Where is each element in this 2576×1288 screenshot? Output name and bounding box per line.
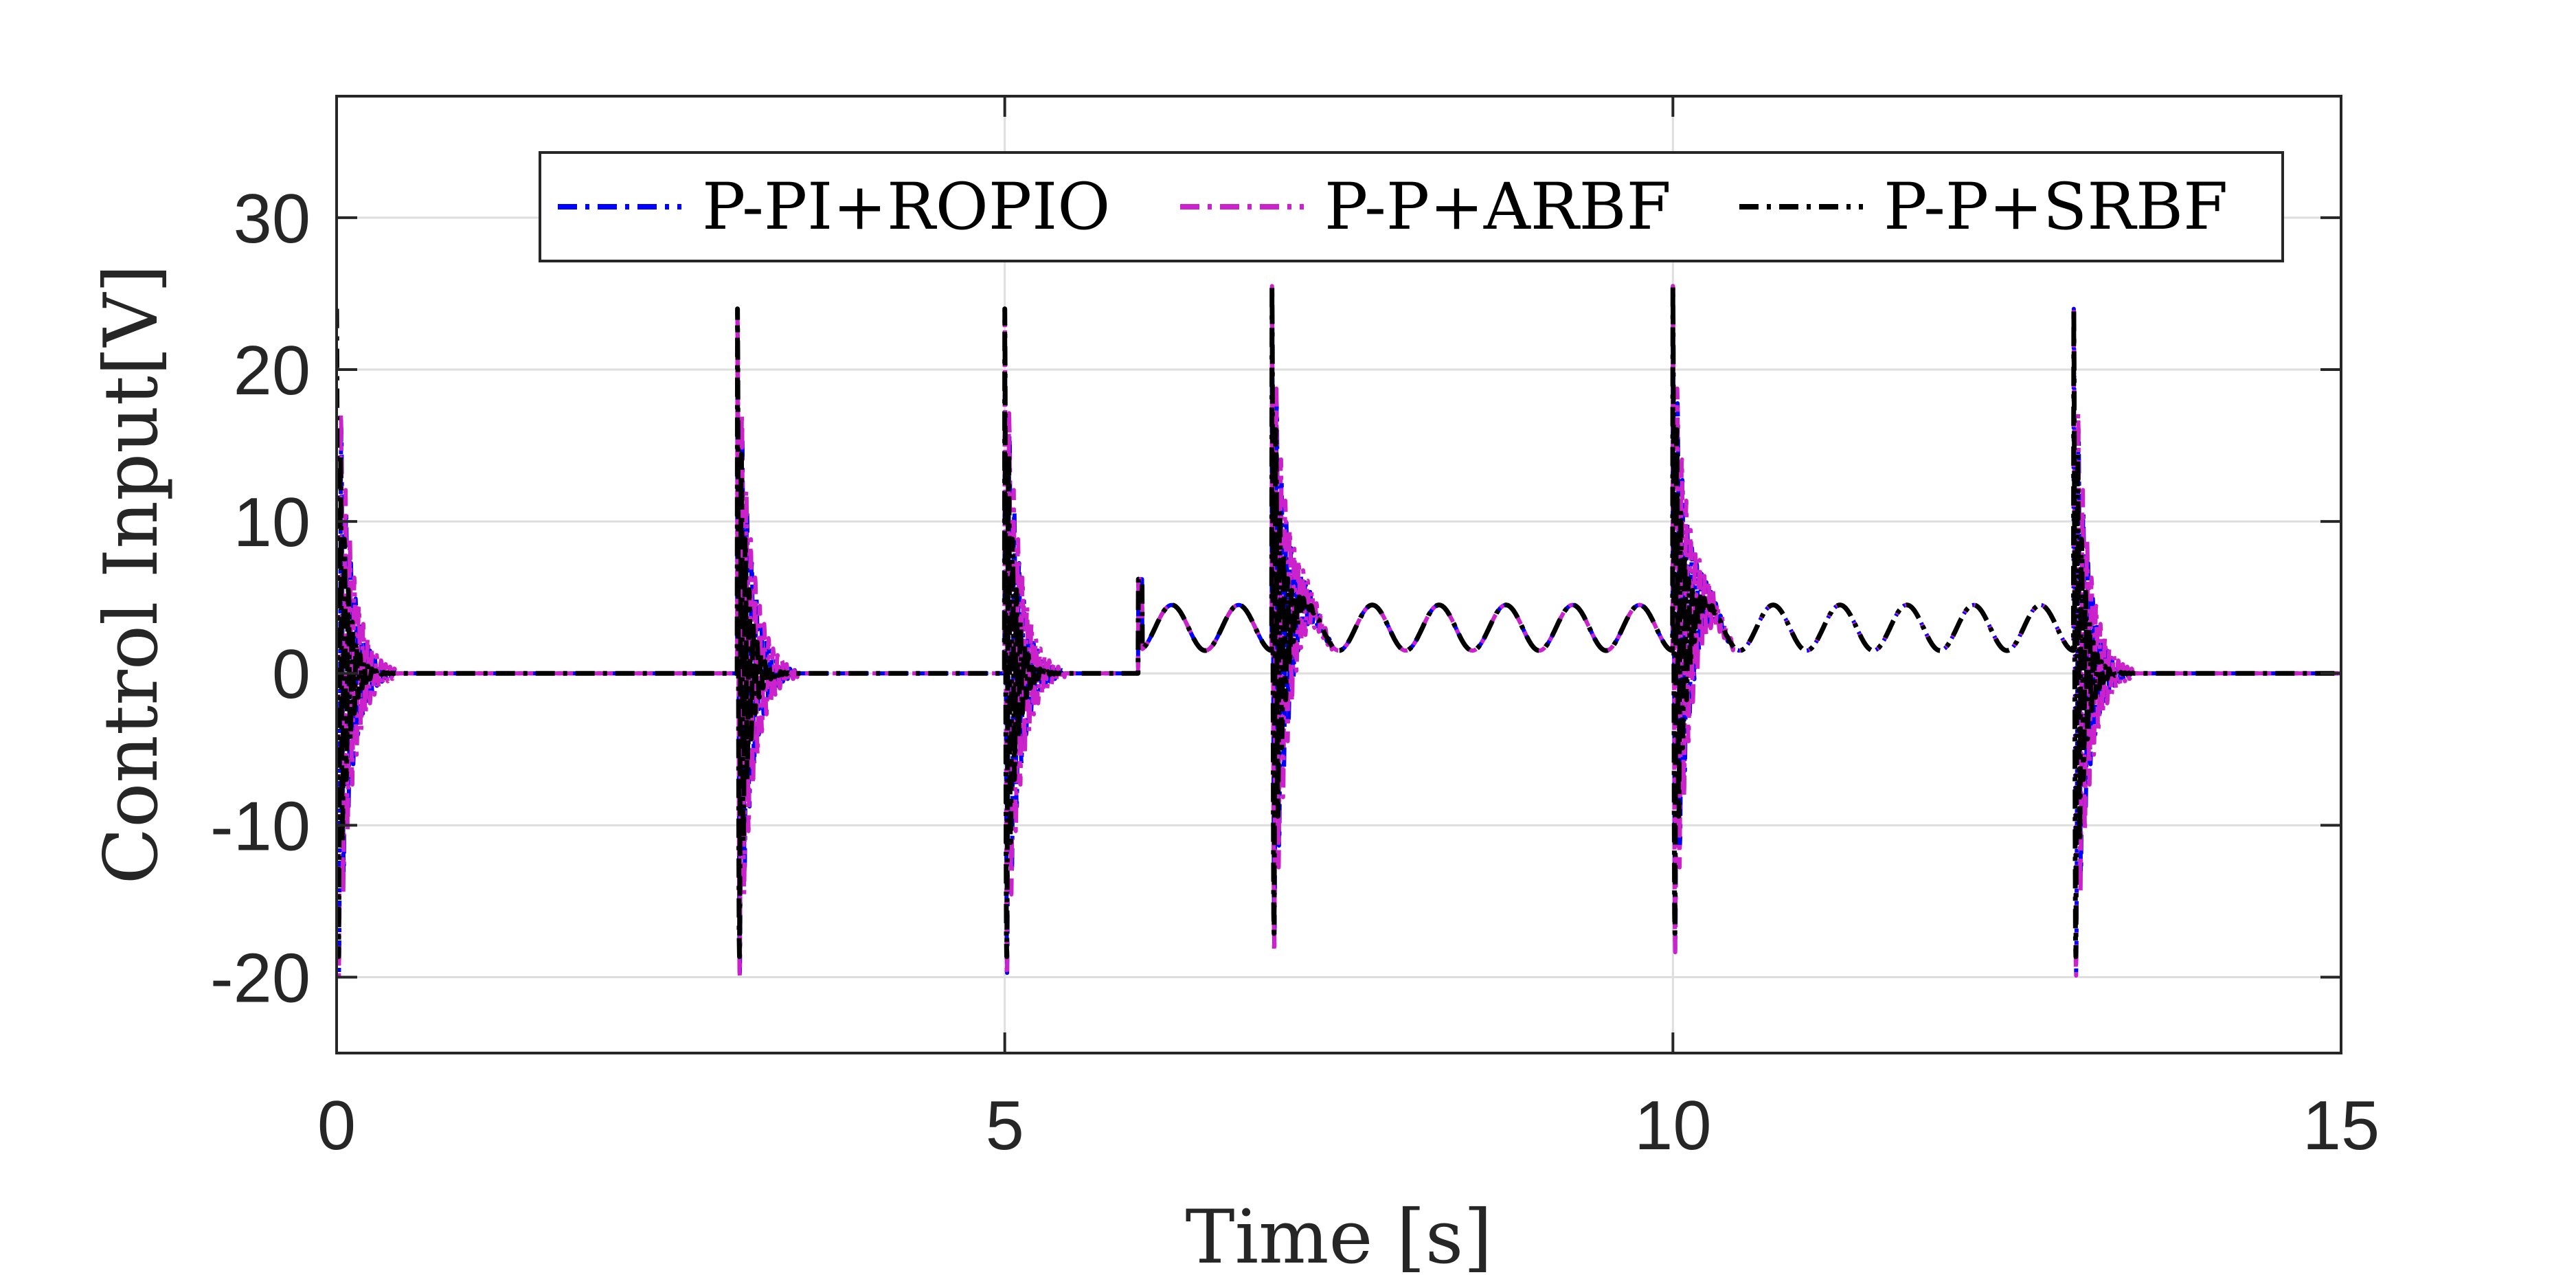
y-tick-label: 0 bbox=[272, 636, 310, 713]
legend-box bbox=[539, 151, 2284, 262]
legend-label: P-P+SRBF bbox=[1884, 170, 2228, 245]
plot-frame bbox=[335, 95, 2342, 1054]
x-axis-label: Time [s] bbox=[1186, 1195, 1493, 1280]
y-tick-label: -20 bbox=[210, 940, 310, 1017]
y-tick-label: 20 bbox=[234, 332, 310, 409]
y-tick-label: 10 bbox=[234, 484, 310, 561]
x-tick-label: 10 bbox=[1634, 1087, 1711, 1164]
y-tick-label: -10 bbox=[210, 788, 310, 865]
legend-label: P-P+ARBF bbox=[1324, 170, 1671, 245]
legend-label: P-PI+ROPIO bbox=[702, 170, 1110, 245]
y-axis-label: Control Input[V] bbox=[89, 264, 174, 885]
series-lines bbox=[337, 283, 2341, 978]
legend: P-PI+ROPIO P-P+ARBF P-P+SRBF bbox=[539, 151, 2284, 262]
x-tick-label: 15 bbox=[2303, 1087, 2380, 1164]
y-tick-label: 30 bbox=[234, 181, 310, 258]
x-tick-label: 5 bbox=[986, 1087, 1024, 1164]
series-line-2 bbox=[337, 283, 2341, 960]
axis-ticks: 0 5 10 15 -20 -10 0 10 20 30 bbox=[210, 96, 2380, 1164]
x-tick-label: 0 bbox=[317, 1087, 356, 1164]
